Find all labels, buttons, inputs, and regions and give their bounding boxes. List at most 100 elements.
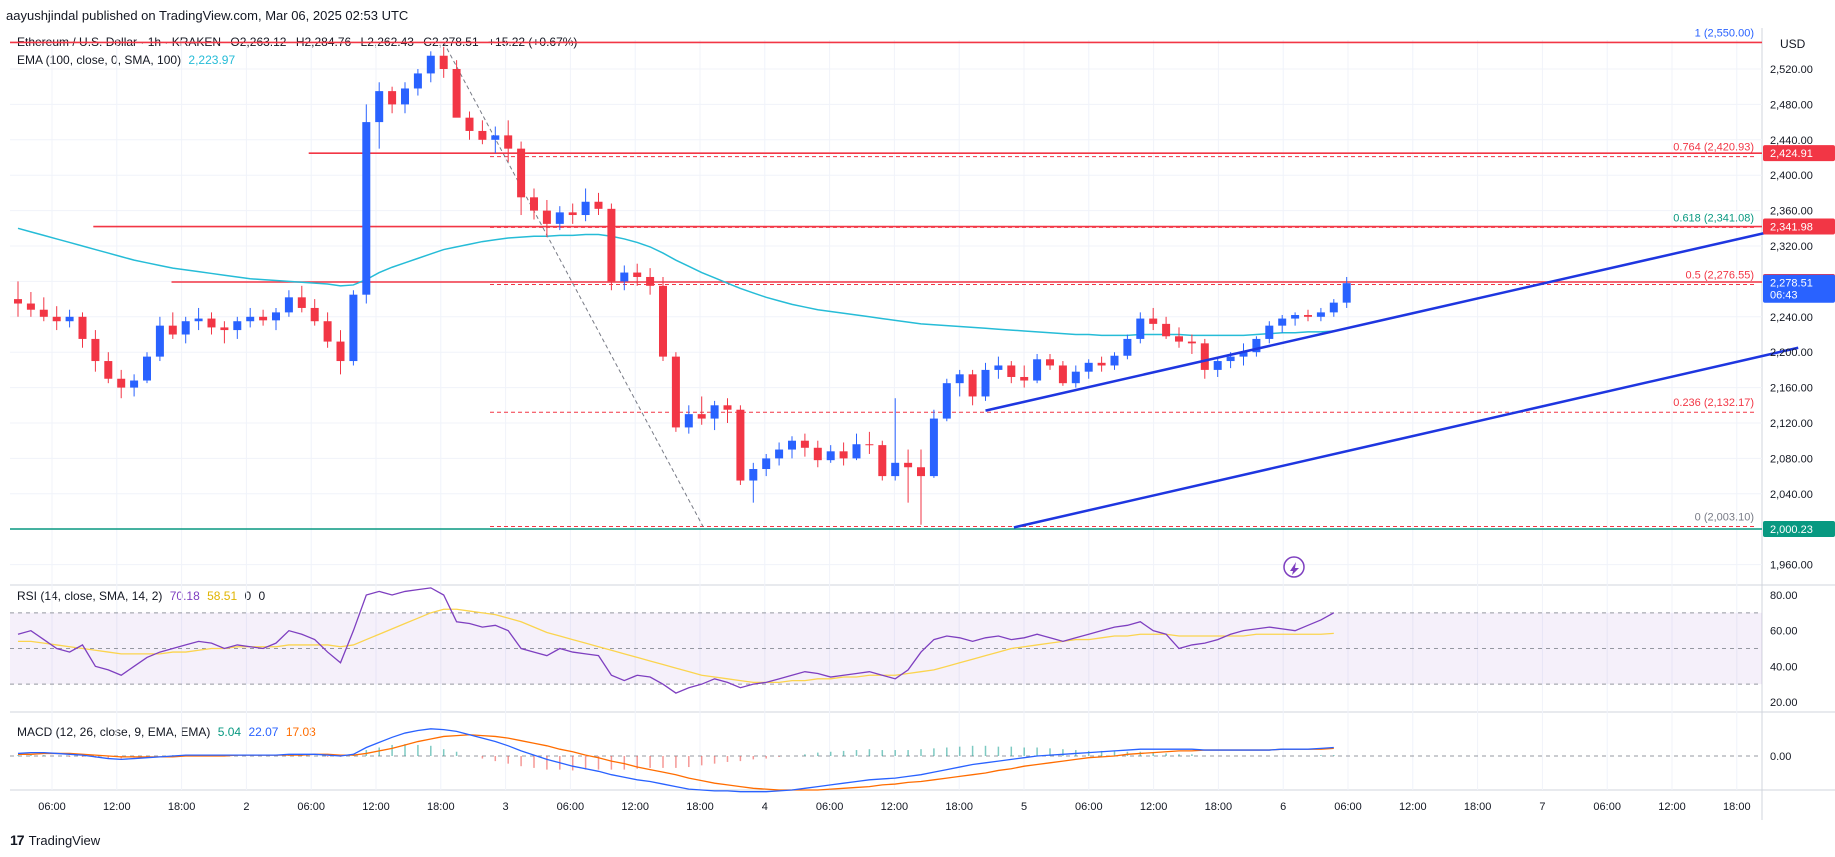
candle-body [1149,318,1158,324]
rsi-pane [10,587,1762,694]
candle-body [968,374,977,397]
candle [130,374,139,397]
x-tick-label: 06:00 [1075,801,1103,813]
tradingview-logo[interactable]: 17 TradingView [10,832,100,848]
candle-body [1020,376,1029,381]
candle [39,297,48,322]
candle-body [1175,336,1183,342]
candle [1329,299,1338,317]
candle-body [1213,361,1222,370]
channel-upper-line[interactable] [985,231,1767,412]
candle-body [839,451,848,459]
x-tick-label: 12:00 [103,801,131,813]
price-tag-bg [1763,145,1835,162]
candle [865,431,874,454]
candle [942,378,951,422]
candle-body [878,445,887,477]
candle [826,445,835,463]
macd-line [17,728,1334,793]
candle [671,352,680,432]
candle-body [246,316,255,322]
candle [1149,307,1158,331]
y-tick-label: 1,960.00 [1770,560,1813,572]
candle-body [555,212,564,224]
ema-legend[interactable]: EMA (100, close, 0, SMA, 100) 2,223.97 [17,53,235,67]
candle [388,86,397,114]
candle [336,330,345,375]
y-tick-label: 2,400.00 [1770,170,1813,182]
candle [1046,353,1054,370]
candle-body [375,91,384,123]
candle-body [865,444,874,446]
macd-signal-value: 22.07 [248,725,279,739]
trend-channel [985,231,1799,578]
fib-level-label: 0.5 (2,276.55) [1686,269,1755,281]
replay-icon[interactable] [1283,556,1305,578]
candle-body [39,309,48,317]
candle-body [917,467,925,477]
fib-level-label: 0.236 (2,132.17) [1673,397,1754,409]
y-tick-label: 2,480.00 [1770,99,1813,111]
candle [981,362,990,401]
candle-body [929,418,938,477]
candle-body [1136,318,1145,339]
candle [375,82,384,149]
rsi-tick-label: 40.00 [1770,661,1798,673]
candle [117,369,126,399]
macd-legend[interactable]: MACD (12, 26, close, 9, EMA, EMA) 5.04 2… [17,725,316,739]
macd-pane [10,728,1762,793]
x-tick-label: 5 [1021,801,1027,813]
channel-lower-line[interactable] [1013,346,1799,529]
x-tick-label: 3 [503,801,509,813]
x-tick-label: 18:00 [168,801,196,813]
candle-body [517,148,526,198]
candle-body [659,285,667,357]
rsi-tick-label: 20.00 [1770,697,1798,709]
y-tick-label: 2,080.00 [1770,453,1813,465]
candle [426,51,435,83]
candle-body [1291,315,1300,319]
candle [762,453,771,477]
candle-body [1097,362,1106,366]
currency-label[interactable]: USD [1780,37,1806,51]
candle-body [26,303,35,310]
tradingview-logo-icon: 17 [10,832,25,848]
candle-body [633,272,642,277]
candle-body [942,383,951,419]
candle-body [259,316,268,321]
candle [349,290,358,366]
candle [530,188,538,220]
rsi-band [10,612,1762,685]
candle [994,356,1003,379]
ema-100-line [17,227,1334,337]
candle-body [401,88,409,105]
ema-label: EMA (100, close, 0, SMA, 100) [17,53,182,67]
candle [736,405,745,485]
candle-body [181,321,190,335]
candle [813,440,822,468]
candle [917,449,925,525]
fib-level-label: 0.764 (2,420.93) [1673,142,1754,154]
price-tag-label: 2,278.51 [1770,278,1813,290]
candle-body [852,444,861,459]
candle-body [78,316,87,339]
candle [1316,307,1325,322]
candle [1123,334,1132,360]
candle [1239,343,1248,366]
candle-body [955,374,964,384]
rsi-legend[interactable]: RSI (14, close, SMA, 14, 2) 70.18 58.51 … [17,589,265,603]
grid [10,28,1835,820]
rsi-value: 70.18 [169,589,200,603]
candle [1278,315,1287,333]
candle-body [904,462,913,468]
fib-level-label: 1 (2,550.00) [1695,27,1754,39]
candle-body [788,440,796,450]
x-tick-label: 12:00 [621,801,649,813]
candle-body [710,405,719,419]
candles [14,46,1351,525]
candle-body [491,135,500,140]
candle [659,276,667,362]
candle-body [284,297,293,313]
